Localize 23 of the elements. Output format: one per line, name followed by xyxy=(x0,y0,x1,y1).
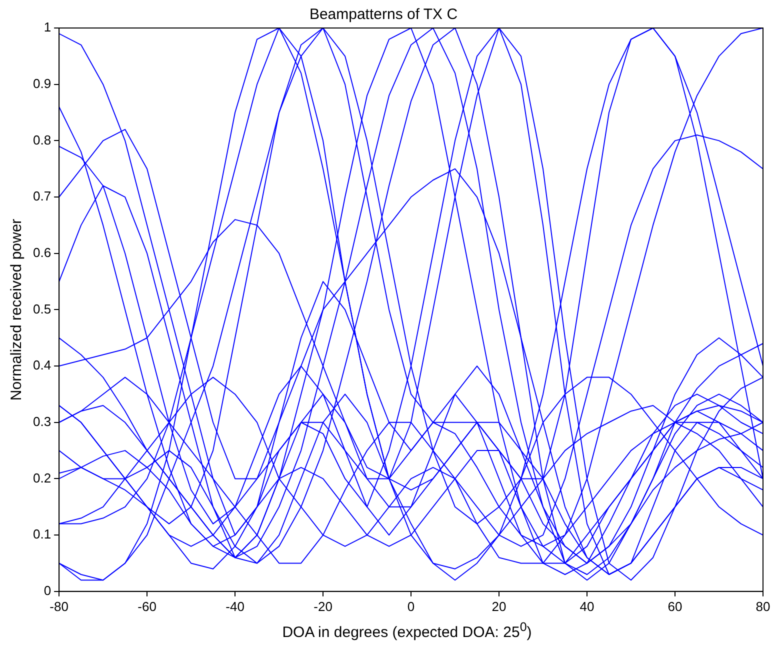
y-tick-label: 0.5 xyxy=(32,301,52,316)
y-tick-label: 1 xyxy=(44,20,52,35)
y-tick-label: 0.6 xyxy=(32,244,52,260)
y-tick-label: 0.3 xyxy=(32,414,52,429)
x-tick-label: -40 xyxy=(226,598,244,614)
y-axis-title: Normalized received power xyxy=(8,218,26,401)
y-tick-label: 0.2 xyxy=(32,470,52,486)
y-tick-label: 0 xyxy=(44,582,52,598)
x-axis-title: DOA in degrees (expected DOA: 25$^{0}$) xyxy=(281,620,533,641)
x-tick-label: 0 xyxy=(407,598,415,614)
y-tick-label: 0.7 xyxy=(32,188,52,204)
x-tick-label: 60 xyxy=(668,598,682,614)
x-tick-label: 20 xyxy=(492,598,506,614)
y-tick-label: 0.1 xyxy=(32,526,52,542)
x-tick-label: -80 xyxy=(50,598,68,614)
x-tick-label: 40 xyxy=(580,598,594,614)
chart-title: Beampatterns of TX C xyxy=(309,6,458,24)
x-tick-label: -60 xyxy=(138,598,156,614)
y-tick-label: 0.4 xyxy=(32,358,52,373)
x-tick-label: -20 xyxy=(314,598,332,614)
y-tick-label: 0.9 xyxy=(32,76,52,91)
x-tick-label: 80 xyxy=(756,598,770,614)
y-tick-label: 0.8 xyxy=(32,132,52,148)
